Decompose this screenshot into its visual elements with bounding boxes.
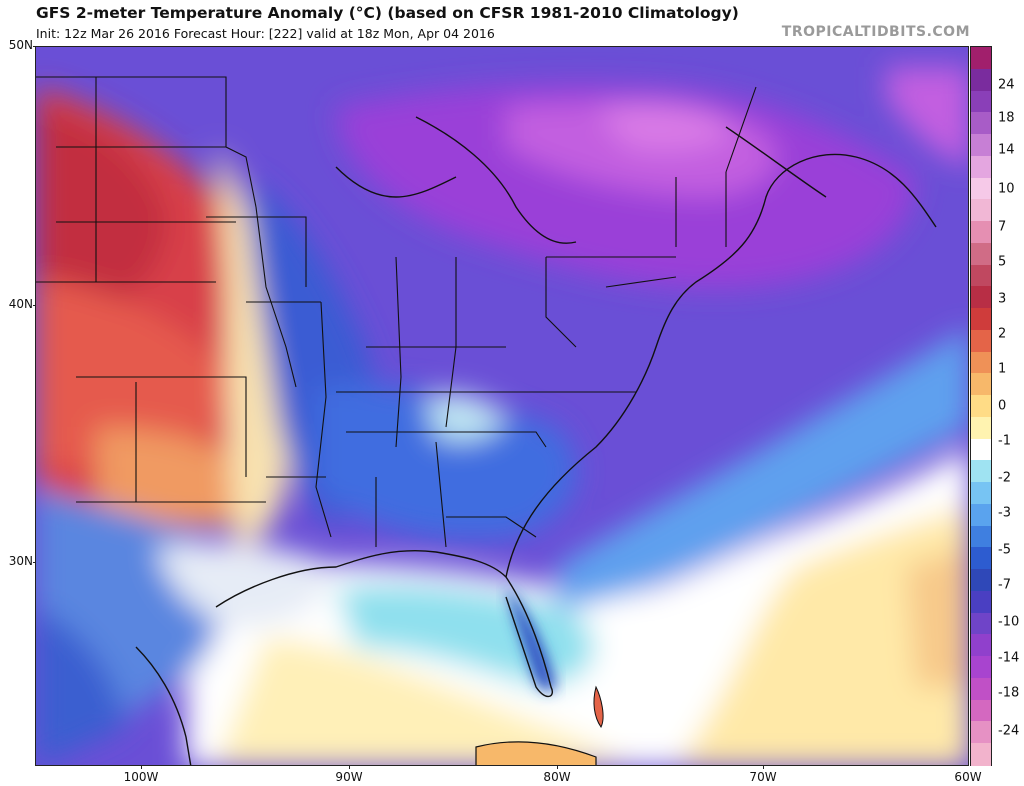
colorbar-segment xyxy=(971,199,991,222)
colorbar-tick-label: 10 xyxy=(998,181,1015,197)
colorbar-tick-label: -18 xyxy=(998,685,1020,701)
brand-label: TROPICALTIDBITS.COM xyxy=(781,24,970,40)
colorbar-segment xyxy=(971,373,991,396)
lon-tick xyxy=(141,766,142,769)
colorbar-tick-label: 5 xyxy=(998,254,1007,270)
colorbar-tick-label: -1 xyxy=(998,433,1011,449)
colorbar-segment xyxy=(971,656,991,679)
colorbar-segment xyxy=(971,482,991,505)
lon-tick xyxy=(349,766,350,769)
colorbar-segment xyxy=(971,90,991,113)
lon-label-70w: 70W xyxy=(749,770,777,784)
lon-label-60w: 60W xyxy=(954,770,982,784)
colorbar-segment xyxy=(971,460,991,483)
colorbar-tick-label: 3 xyxy=(998,291,1007,307)
colorbar-segment xyxy=(971,677,991,701)
lat-tick xyxy=(33,46,36,47)
colorbar-segment xyxy=(971,221,991,244)
lon-tick xyxy=(557,766,558,769)
colorbar-tick-label: -24 xyxy=(998,723,1020,739)
colorbar-tick-label: -2 xyxy=(998,470,1011,486)
colorbar-segment xyxy=(971,329,991,353)
colorbar-segment xyxy=(971,699,991,723)
colorbar-segment xyxy=(971,525,991,548)
colorbar-segment xyxy=(971,134,991,157)
colorbar-segment xyxy=(971,264,991,287)
colorbar-segment xyxy=(971,503,991,527)
lon-label-100w: 100W xyxy=(123,770,159,784)
colorbar-segment xyxy=(971,177,991,200)
colorbar-tick-label: 0 xyxy=(998,398,1007,414)
colorbar-tick-label: -10 xyxy=(998,614,1020,630)
colorbar-segment xyxy=(971,395,991,418)
anomaly-map[interactable] xyxy=(35,46,969,766)
lat-tick xyxy=(33,562,36,563)
anomaly-field xyxy=(36,47,968,765)
colorbar-segment xyxy=(971,721,991,744)
colorbar-segment xyxy=(971,242,991,266)
colorbar-tick-label: -14 xyxy=(998,650,1020,666)
colorbar-segment xyxy=(971,68,991,92)
colorbar-segment xyxy=(971,438,991,461)
colorbar-segment xyxy=(971,612,991,636)
colorbar-segment xyxy=(971,47,991,70)
colorbar-tick-label: 2 xyxy=(998,326,1007,342)
colorbar-segment xyxy=(971,351,991,374)
colorbar-tick-label: 14 xyxy=(998,142,1015,158)
lon-tick xyxy=(763,766,764,769)
colorbar-tick-label: 18 xyxy=(998,110,1015,126)
colorbar-segment xyxy=(971,634,991,657)
colorbar-tick-label: 24 xyxy=(998,77,1015,93)
lon-label-90w: 90W xyxy=(335,770,363,784)
colorbar-segment xyxy=(971,743,991,766)
lat-label-40n: 40N xyxy=(8,297,33,311)
colorbar-tick-label: 1 xyxy=(998,361,1007,377)
colorbar-tick-label: -7 xyxy=(998,577,1011,593)
lat-label-50n: 50N xyxy=(8,38,33,52)
colorbar-tick-label: -5 xyxy=(998,542,1011,558)
colorbar-tick-label: 7 xyxy=(998,219,1007,235)
colorbar-segment xyxy=(971,286,991,309)
colorbar-segment xyxy=(971,569,991,592)
lat-label-30n: 30N xyxy=(8,554,33,568)
colorbar xyxy=(970,46,992,766)
lon-label-80w: 80W xyxy=(543,770,571,784)
colorbar-segment xyxy=(971,547,991,570)
colorbar-segment xyxy=(971,308,991,331)
colorbar-segment xyxy=(971,155,991,179)
forecast-subtitle: Init: 12z Mar 26 2016 Forecast Hour: [22… xyxy=(36,26,495,41)
lat-tick xyxy=(33,305,36,306)
map-title: GFS 2-meter Temperature Anomaly (°C) (ba… xyxy=(36,4,739,22)
colorbar-segment xyxy=(971,112,991,135)
colorbar-tick-label: -3 xyxy=(998,505,1011,521)
colorbar-segment xyxy=(971,590,991,614)
colorbar-segment xyxy=(971,416,991,440)
